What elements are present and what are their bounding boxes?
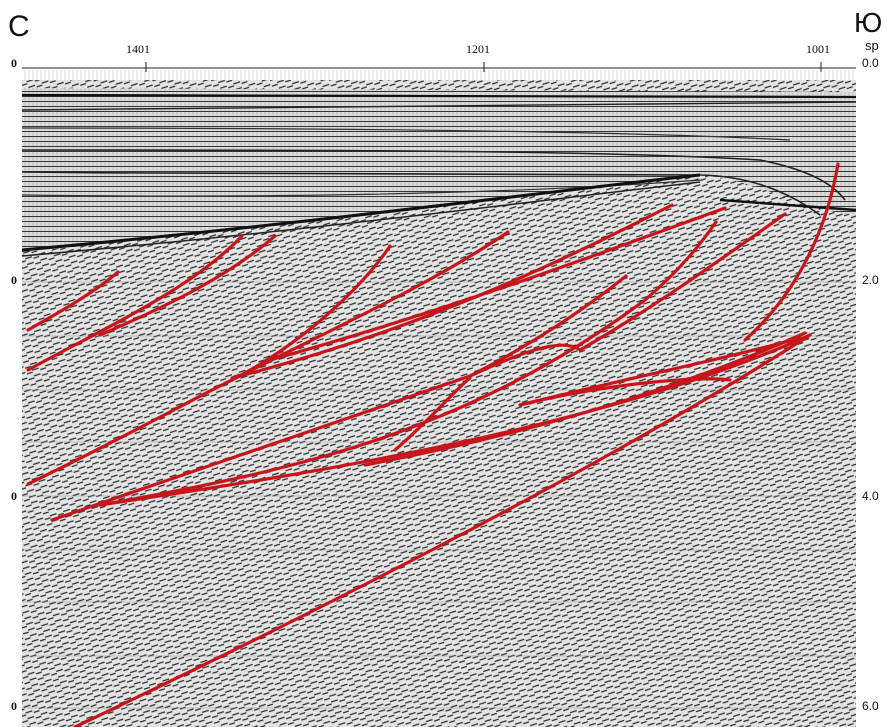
fault-line	[363, 331, 807, 467]
north-direction-label: С	[8, 10, 30, 43]
shotpoint-axis-label: sp	[865, 38, 879, 53]
fault-line	[468, 343, 582, 378]
seismic-traces	[21, 80, 857, 727]
shotpoint-tick-label-1001: 1001	[806, 42, 830, 56]
fault-line	[98, 234, 277, 337]
time-tick-label-0: 0.0	[862, 56, 879, 70]
left-tick-label-2: 0	[11, 273, 17, 287]
time-tick-label-4: 4.0	[862, 489, 879, 503]
south-direction-label: Ю	[854, 7, 883, 38]
time-tick-label-6: 6.0	[862, 699, 879, 713]
shotpoint-tick-label-1201: 1201	[466, 42, 490, 56]
shotpoint-tick-label-1401: 1401	[126, 42, 150, 56]
fault-line	[518, 336, 802, 407]
fault-line	[98, 220, 718, 507]
fault-line	[743, 162, 840, 342]
left-tick-label-4: 0	[11, 699, 17, 713]
fault-line	[98, 333, 812, 507]
fault-line	[26, 234, 244, 372]
time-tick-label-2: 2.0	[862, 273, 879, 287]
fault-line	[268, 206, 727, 362]
fault-line	[50, 274, 628, 522]
fault-line	[73, 333, 812, 727]
fault-lines	[26, 162, 840, 727]
left-tick-label-3: 0	[11, 489, 17, 503]
fault-line	[26, 270, 120, 332]
fault-line	[393, 376, 472, 452]
fault-line	[578, 212, 787, 352]
left-tick-label-1: 0	[11, 56, 17, 70]
